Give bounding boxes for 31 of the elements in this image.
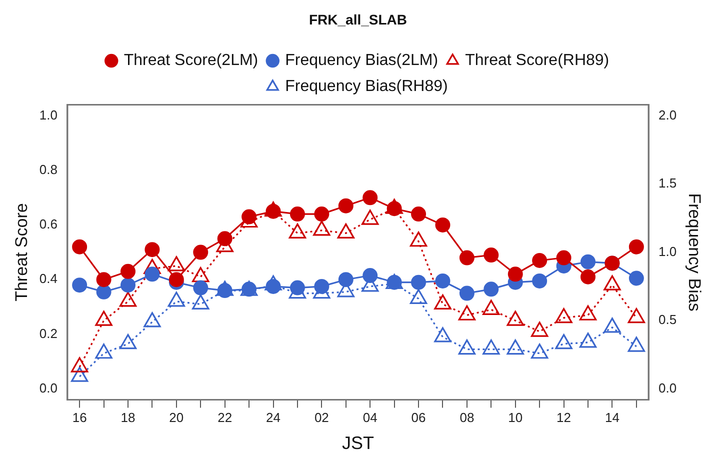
x-axis-title: JST (342, 433, 374, 454)
x-tick-label: 14 (604, 410, 620, 426)
x-tick-label: 20 (169, 410, 184, 426)
chart-title: FRK_all_SLAB (308, 11, 408, 28)
x-tick-label: 04 (362, 410, 378, 426)
y-tick-label: 1.0 (39, 107, 58, 122)
legend-label: Frequency Bias(RH89) (285, 78, 448, 96)
x-tick-label: 22 (218, 410, 232, 426)
x-tick-label: 06 (411, 410, 426, 426)
y-tick-label: 0.8 (39, 162, 58, 177)
y2-tick-label: 0.5 (658, 312, 677, 328)
x-tick-label: 24 (266, 410, 280, 426)
y-tick-label: 0.6 (39, 216, 58, 232)
y-tick-label: 0.4 (39, 271, 58, 286)
x-tick-label: 18 (120, 410, 136, 426)
legend-label: Threat Score(2LM) (124, 52, 258, 70)
x-tick-label: 16 (72, 410, 87, 426)
y2-tick-label: 1.0 (658, 244, 677, 259)
x-tick-label: 10 (508, 410, 523, 426)
x-tick-label: 08 (460, 410, 474, 426)
legend-label: Threat Score(RH89) (465, 52, 610, 70)
y-tick-label: 0.2 (39, 326, 58, 341)
y2-axis-title: Frequency Bias (685, 193, 704, 312)
y2-tick-label: 0.0 (658, 380, 677, 396)
y2-tick-label: 1.5 (658, 176, 677, 191)
y-axis-title: Threat Score (12, 203, 31, 302)
x-tick-label: 12 (556, 410, 572, 426)
x-tick-label: 02 (314, 410, 329, 426)
y-tick-label: 0.0 (39, 380, 58, 396)
legend-label: Frequency Bias(2LM) (285, 52, 438, 70)
y2-tick-label: 2.0 (658, 107, 677, 122)
